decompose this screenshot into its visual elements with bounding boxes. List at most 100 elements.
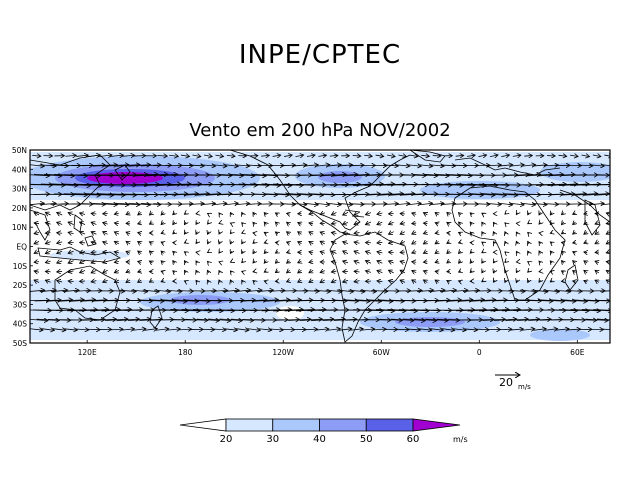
wind-vectors bbox=[30, 155, 610, 331]
wind-vector bbox=[320, 232, 325, 234]
wind-vector bbox=[572, 300, 599, 301]
wind-vector bbox=[218, 174, 244, 175]
wind-vector bbox=[400, 223, 406, 224]
wind-vector bbox=[350, 329, 363, 331]
wind-vector bbox=[223, 203, 239, 205]
wind-vector bbox=[435, 174, 461, 176]
wind-vector bbox=[177, 165, 193, 166]
wind-vector bbox=[171, 300, 199, 302]
wind-vector bbox=[493, 232, 494, 235]
wind-vector bbox=[196, 261, 197, 263]
wind-vector bbox=[138, 251, 142, 253]
wind-vector bbox=[377, 281, 383, 282]
wind-vector bbox=[34, 213, 40, 215]
latitude-label: 10S bbox=[13, 262, 28, 271]
wind-vector bbox=[34, 300, 62, 301]
wind-vector bbox=[453, 329, 466, 330]
wind-vector bbox=[180, 155, 190, 156]
wind-vector bbox=[208, 270, 209, 273]
wind-vector bbox=[318, 155, 326, 156]
wind-vector bbox=[264, 281, 266, 282]
wind-vector bbox=[173, 213, 175, 215]
wind-vector bbox=[91, 281, 97, 282]
wind-vector bbox=[45, 212, 51, 215]
wind-vector bbox=[509, 203, 525, 205]
wind-vector bbox=[364, 309, 395, 310]
wind-vector bbox=[229, 174, 255, 176]
wind-vector bbox=[451, 290, 468, 291]
wind-vector bbox=[184, 222, 186, 225]
wind-vector bbox=[181, 309, 212, 311]
wind-vector bbox=[435, 280, 438, 282]
wind-vector bbox=[515, 174, 541, 175]
wind-vector bbox=[581, 155, 589, 157]
wind-vector bbox=[235, 165, 250, 166]
wind-vector bbox=[161, 261, 163, 263]
wind-vector bbox=[527, 174, 552, 176]
wind-vector bbox=[326, 165, 342, 167]
wind-vector bbox=[383, 165, 399, 166]
wind-vector bbox=[505, 223, 506, 224]
wind-vector bbox=[478, 309, 509, 311]
wind-vector bbox=[379, 319, 403, 320]
wind-vector bbox=[261, 184, 292, 186]
wind-vector bbox=[114, 262, 119, 263]
wind-vector bbox=[447, 251, 450, 254]
wind-vector bbox=[377, 232, 383, 234]
wind-vector bbox=[103, 280, 108, 282]
wind-vector bbox=[478, 155, 487, 157]
wind-vector bbox=[234, 290, 251, 292]
wind-vector bbox=[355, 194, 381, 195]
wind-vector bbox=[126, 271, 130, 273]
wind-vector bbox=[309, 280, 313, 282]
wind-vector bbox=[498, 203, 513, 205]
wind-vector bbox=[189, 165, 204, 166]
wind-vector bbox=[68, 251, 74, 253]
wind-vector bbox=[354, 300, 382, 302]
wind-vector bbox=[561, 213, 563, 215]
wind-vector bbox=[322, 319, 346, 321]
wind-vector bbox=[80, 222, 86, 225]
wind-vector bbox=[505, 261, 506, 262]
wind-vector bbox=[251, 300, 279, 302]
wind-vector bbox=[208, 213, 209, 214]
wind-vector bbox=[177, 204, 193, 205]
wind-vector bbox=[331, 271, 337, 272]
wind-vector bbox=[287, 242, 290, 243]
wind-vector bbox=[326, 203, 342, 205]
wind-vector bbox=[405, 290, 423, 291]
wind-vector bbox=[423, 232, 427, 234]
wind-vector bbox=[331, 280, 337, 282]
wind-vector bbox=[81, 165, 106, 166]
wind-vector bbox=[377, 242, 383, 243]
wind-vector bbox=[103, 223, 108, 225]
wind-vector bbox=[104, 203, 129, 205]
wind-vector bbox=[539, 212, 540, 215]
wind-vector bbox=[138, 223, 142, 224]
wind-vector bbox=[520, 290, 537, 291]
wind-vector bbox=[81, 204, 106, 205]
wind-vector bbox=[455, 155, 464, 156]
wind-vector bbox=[601, 328, 610, 330]
wind-vector bbox=[46, 300, 73, 301]
wind-vector bbox=[68, 261, 74, 264]
wind-vector bbox=[400, 252, 405, 253]
wind-vector bbox=[104, 165, 129, 167]
wind-vector bbox=[137, 300, 165, 301]
wind-vector bbox=[337, 203, 353, 204]
wind-vector bbox=[539, 251, 540, 254]
wind-vector bbox=[505, 270, 506, 272]
wind-vector bbox=[168, 184, 201, 186]
wind-vector bbox=[595, 280, 599, 282]
wind-vector bbox=[65, 155, 76, 156]
wind-vector bbox=[161, 271, 163, 272]
wind-vector bbox=[30, 319, 48, 321]
wind-vector bbox=[447, 280, 450, 282]
wind-vector bbox=[315, 203, 330, 205]
wind-vector bbox=[470, 213, 472, 215]
wind-vector bbox=[121, 155, 134, 156]
wind-vector bbox=[62, 290, 80, 291]
wind-vector bbox=[196, 270, 197, 273]
wind-vector bbox=[292, 165, 307, 166]
wind-vector bbox=[272, 155, 281, 156]
